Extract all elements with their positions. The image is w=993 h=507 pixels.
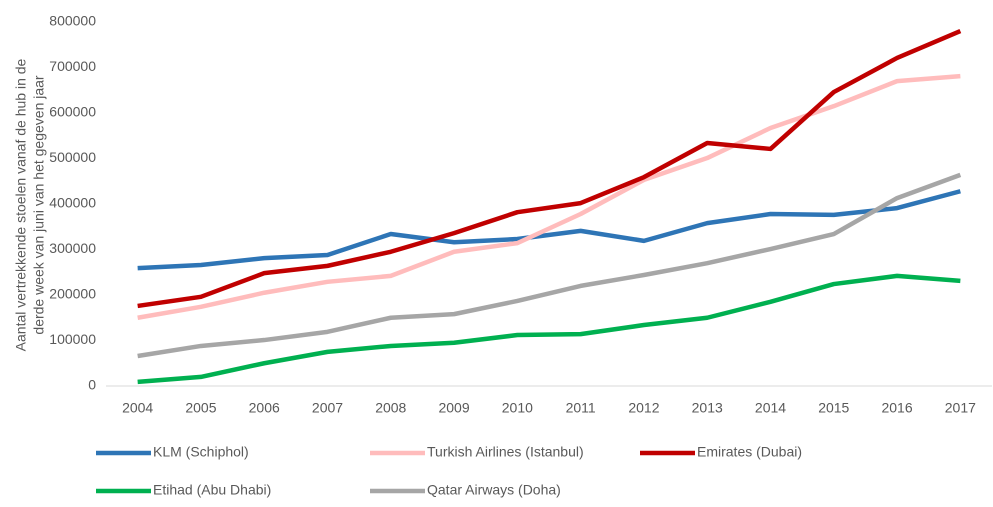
x-tick-label: 2016 [881, 400, 912, 416]
y-tick-label: 800000 [49, 13, 96, 29]
line-series [137, 29, 962, 309]
x-tick-label: 2010 [502, 400, 533, 416]
y-axis-label: Aantal vertrekkende stoelen vanaf de hub… [13, 58, 29, 351]
y-tick-label: 100000 [49, 331, 96, 347]
legend-label: Etihad (Abu Dhabi) [153, 482, 271, 498]
y-tick-label: 500000 [49, 149, 96, 165]
y-axis-label: derde week van juni van het gegeven jaar [31, 75, 47, 335]
x-tick-label: 2005 [185, 400, 216, 416]
legend-label: Qatar Airways (Doha) [427, 482, 561, 498]
line-series [137, 189, 961, 271]
line-series [137, 172, 962, 359]
y-tick-label: 700000 [49, 58, 96, 74]
x-tick-label: 2017 [945, 400, 976, 416]
y-tick-label: 600000 [49, 104, 96, 120]
line-series [137, 273, 961, 385]
legend-label: KLM (Schiphol) [153, 444, 249, 460]
legend-label: Emirates (Dubai) [697, 444, 802, 460]
x-tick-label: 2011 [566, 400, 596, 416]
x-tick-label: 2013 [692, 400, 723, 416]
legend-label: Turkish Airlines (Istanbul) [427, 444, 584, 460]
x-tick-label: 2014 [755, 400, 786, 416]
x-tick-label: 2006 [249, 400, 280, 416]
line-series [137, 73, 961, 320]
x-tick-label: 2007 [312, 400, 343, 416]
y-tick-label: 300000 [49, 240, 96, 256]
x-tick-label: 2004 [122, 400, 153, 416]
x-tick-label: 2009 [438, 400, 469, 416]
x-tick-label: 2008 [375, 400, 406, 416]
y-tick-label: 400000 [49, 195, 96, 211]
x-tick-label: 2012 [628, 400, 659, 416]
y-tick-label: 0 [88, 377, 96, 393]
x-tick-label: 2015 [818, 400, 849, 416]
y-tick-label: 200000 [49, 286, 96, 302]
